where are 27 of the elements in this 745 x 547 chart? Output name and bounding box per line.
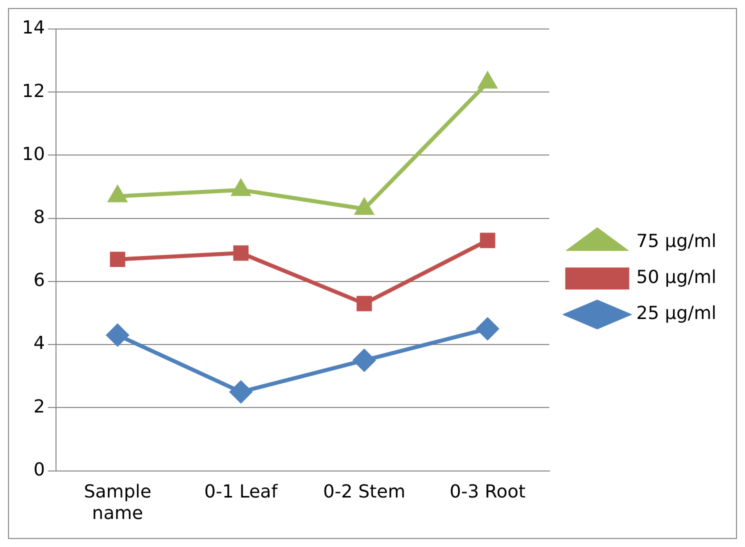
y-tick-label: 0 xyxy=(33,459,45,480)
y-tick-label: 10 xyxy=(22,144,45,165)
x-tick-label: Sample name xyxy=(84,481,152,524)
y-tick-label: 2 xyxy=(33,396,45,418)
x-tick-label: 0-2 Stem xyxy=(323,481,406,502)
y-tick-label: 4 xyxy=(33,333,45,354)
point xyxy=(353,349,376,372)
point xyxy=(478,72,497,89)
point xyxy=(356,296,372,312)
point xyxy=(230,380,252,403)
point xyxy=(106,324,129,346)
y-tick-label: 12 xyxy=(22,80,45,102)
x-tick-label: 0-3 Root xyxy=(450,481,526,502)
point xyxy=(476,318,499,340)
point xyxy=(480,232,496,248)
y-tick-label: 14 xyxy=(22,18,45,39)
legend-label: 75 µg/ml xyxy=(636,231,716,252)
legend-label: 50 µg/ml xyxy=(636,267,716,288)
point xyxy=(232,180,250,196)
point xyxy=(110,252,126,268)
y-tick-label: 6 xyxy=(33,270,45,292)
point xyxy=(233,245,249,261)
point xyxy=(108,186,126,202)
point xyxy=(355,198,374,215)
legend-label: 25 µg/ml xyxy=(636,303,716,324)
y-tick-label: 8 xyxy=(33,207,45,228)
x-tick-label: 0-1 Leaf xyxy=(204,481,278,502)
